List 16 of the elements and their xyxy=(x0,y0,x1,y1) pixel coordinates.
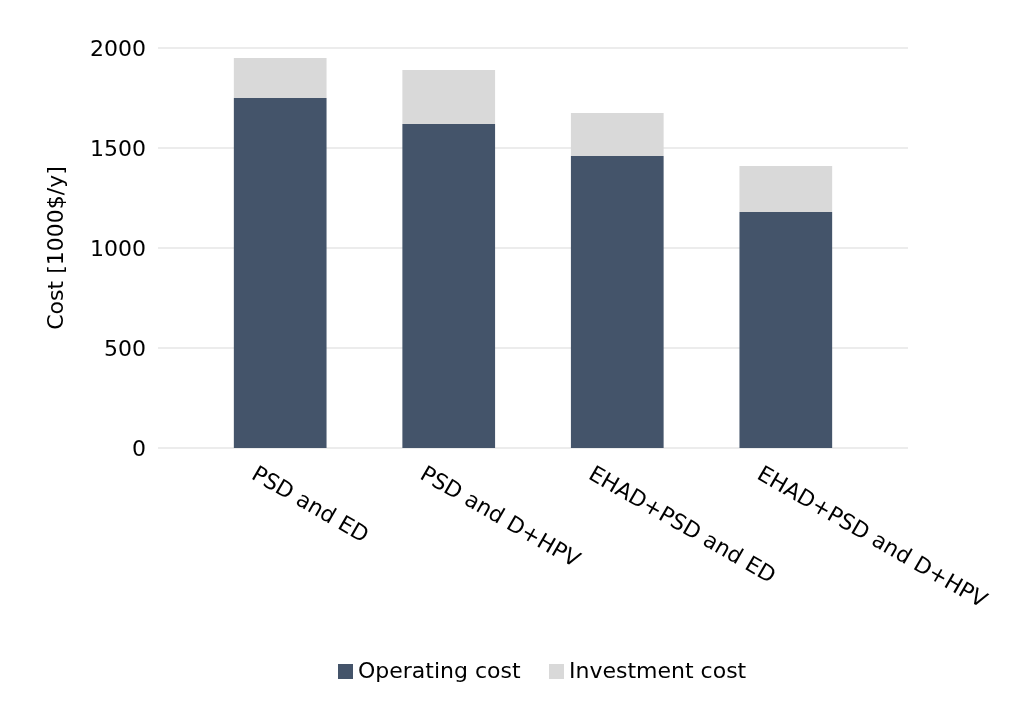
y-axis-title: Cost [1000$/y] xyxy=(43,166,68,330)
bar xyxy=(233,58,327,98)
y-tick-label: 1500 xyxy=(90,135,146,161)
legend-label: Investment cost xyxy=(569,658,747,683)
x-tick-label: PSD and ED xyxy=(247,460,374,548)
bar xyxy=(739,212,833,448)
bar xyxy=(739,166,833,212)
bar xyxy=(402,124,496,448)
y-tick-label: 1000 xyxy=(90,235,146,261)
bar xyxy=(570,156,664,448)
legend-label: Operating cost xyxy=(358,658,521,683)
bar xyxy=(402,70,496,124)
y-tick-label: 0 xyxy=(132,435,146,461)
y-tick-label: 500 xyxy=(104,335,146,361)
y-tick-label: 2000 xyxy=(90,35,146,61)
bar xyxy=(233,98,327,448)
